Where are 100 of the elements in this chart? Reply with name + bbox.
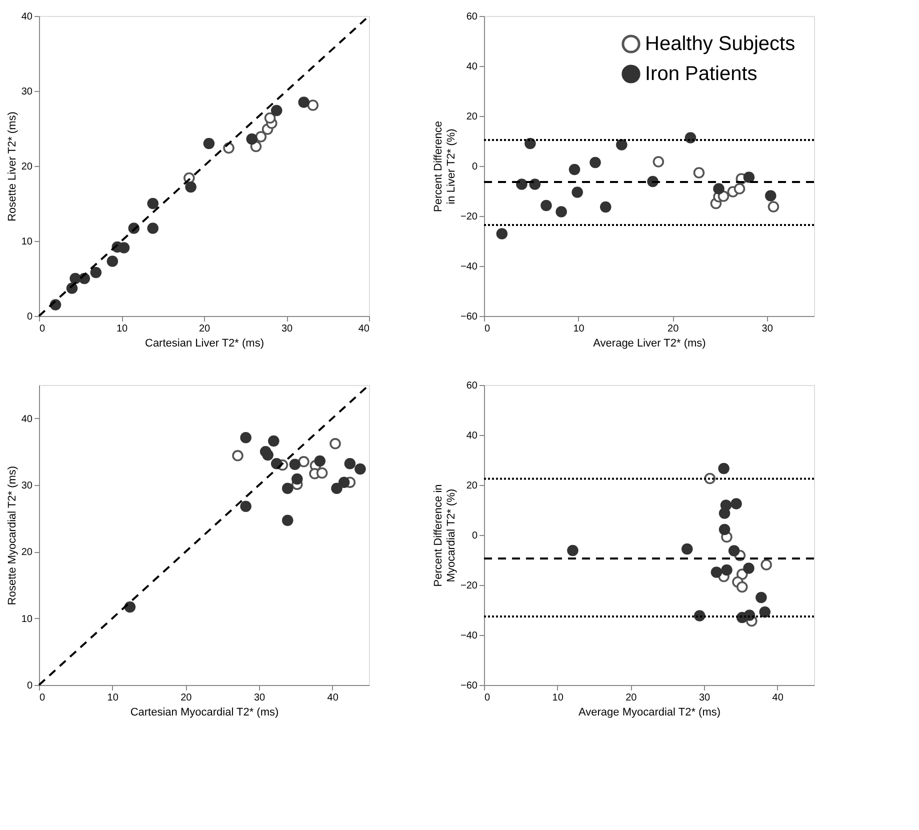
y-tick-label: 10 bbox=[21, 236, 33, 248]
point bbox=[268, 435, 280, 447]
point bbox=[572, 186, 583, 198]
point bbox=[768, 201, 780, 212]
point bbox=[600, 201, 612, 213]
point bbox=[316, 467, 328, 479]
y-axis-title: Rosette Myocardial T2* (ms) bbox=[6, 466, 18, 606]
x-tick-label: 40 bbox=[358, 324, 370, 334]
x-tick-label: 30 bbox=[762, 324, 774, 334]
y-tick-label: 10 bbox=[21, 614, 33, 625]
y-tick-label: −40 bbox=[460, 630, 478, 642]
point bbox=[338, 476, 350, 488]
point bbox=[331, 482, 342, 494]
point bbox=[590, 156, 601, 168]
y-tick-label: 40 bbox=[466, 430, 478, 442]
y-tick-label: 20 bbox=[21, 162, 33, 172]
x-tick-label: 10 bbox=[552, 692, 564, 704]
point bbox=[291, 473, 303, 485]
y-tick-label: 40 bbox=[21, 414, 33, 425]
x-tick-label: 0 bbox=[484, 324, 490, 334]
point bbox=[567, 544, 578, 556]
x-tick-label: 10 bbox=[107, 692, 119, 704]
y-axis-title: Rosette Liver T2* (ms) bbox=[6, 112, 18, 222]
point bbox=[516, 178, 528, 190]
point bbox=[524, 138, 536, 150]
point bbox=[760, 559, 772, 570]
x-tick-label: 0 bbox=[40, 324, 46, 334]
point bbox=[652, 156, 664, 168]
x-tick-label: 20 bbox=[180, 692, 192, 704]
y-tick-label: −60 bbox=[460, 312, 478, 322]
y-tick-label: −60 bbox=[460, 680, 478, 692]
point bbox=[298, 456, 310, 468]
y-axis-title: Percent Difference in Myocardial T2* (%) bbox=[432, 484, 458, 587]
y-tick-label: 0 bbox=[26, 680, 33, 692]
point bbox=[718, 508, 730, 519]
point bbox=[759, 606, 771, 618]
x-axis-title: Average Myocardial T2* (ms) bbox=[578, 706, 721, 718]
y-tick-label: 20 bbox=[466, 480, 478, 492]
point bbox=[756, 592, 767, 604]
point bbox=[730, 498, 742, 510]
legend-label: Healthy Subjects bbox=[645, 33, 796, 55]
point bbox=[344, 458, 356, 470]
point bbox=[262, 449, 274, 461]
y-tick-label: −20 bbox=[460, 212, 478, 222]
y-tick-label: 20 bbox=[466, 112, 478, 122]
y-tick-label: −40 bbox=[460, 262, 478, 272]
x-axis-title: Average Liver T2* (ms) bbox=[593, 338, 706, 350]
point bbox=[496, 228, 508, 240]
point bbox=[718, 462, 730, 474]
point bbox=[330, 438, 341, 450]
point bbox=[681, 543, 693, 555]
point bbox=[743, 562, 754, 574]
point bbox=[289, 458, 301, 470]
y-tick-label: 30 bbox=[21, 480, 33, 492]
x-tick-label: 20 bbox=[626, 692, 638, 704]
point bbox=[232, 450, 244, 462]
point bbox=[721, 564, 732, 576]
x-tick-label: 10 bbox=[573, 324, 585, 334]
point bbox=[270, 104, 282, 116]
point bbox=[147, 198, 158, 210]
point bbox=[307, 100, 319, 111]
point bbox=[713, 183, 724, 194]
y-tick-label: 40 bbox=[21, 12, 33, 22]
x-tick-label: 0 bbox=[40, 692, 46, 704]
point bbox=[734, 183, 746, 194]
point bbox=[616, 139, 628, 150]
x-tick-label: 40 bbox=[327, 692, 339, 704]
point bbox=[90, 266, 102, 278]
y-tick-label: 30 bbox=[21, 86, 33, 98]
y-tick-label: −20 bbox=[460, 580, 478, 592]
point bbox=[556, 206, 567, 218]
x-tick-label: 10 bbox=[116, 324, 128, 334]
point bbox=[282, 514, 294, 526]
point bbox=[354, 463, 366, 475]
point bbox=[185, 181, 196, 193]
point bbox=[314, 455, 326, 467]
y-axis-title: Percent Difference in Liver T2* (%) bbox=[432, 121, 458, 212]
y-tick-label: 20 bbox=[21, 547, 33, 558]
y-tick-label: 0 bbox=[26, 312, 33, 322]
point bbox=[710, 566, 722, 578]
point bbox=[693, 167, 705, 178]
x-tick-label: 30 bbox=[281, 324, 293, 334]
point bbox=[568, 164, 580, 176]
x-tick-label: 30 bbox=[254, 692, 266, 704]
point bbox=[106, 256, 118, 267]
point bbox=[728, 545, 740, 556]
point bbox=[529, 178, 541, 190]
legend-label: Iron Patients bbox=[645, 63, 758, 85]
point bbox=[743, 172, 755, 183]
point bbox=[147, 222, 158, 234]
y-tick-label: 60 bbox=[466, 380, 478, 392]
point bbox=[298, 96, 310, 108]
point bbox=[255, 131, 267, 142]
point bbox=[718, 524, 730, 536]
y-tick-label: 0 bbox=[472, 162, 478, 172]
x-tick-label: 20 bbox=[668, 324, 680, 334]
x-tick-label: 30 bbox=[698, 692, 710, 704]
point bbox=[540, 200, 552, 212]
point bbox=[246, 133, 258, 145]
point bbox=[203, 138, 215, 150]
